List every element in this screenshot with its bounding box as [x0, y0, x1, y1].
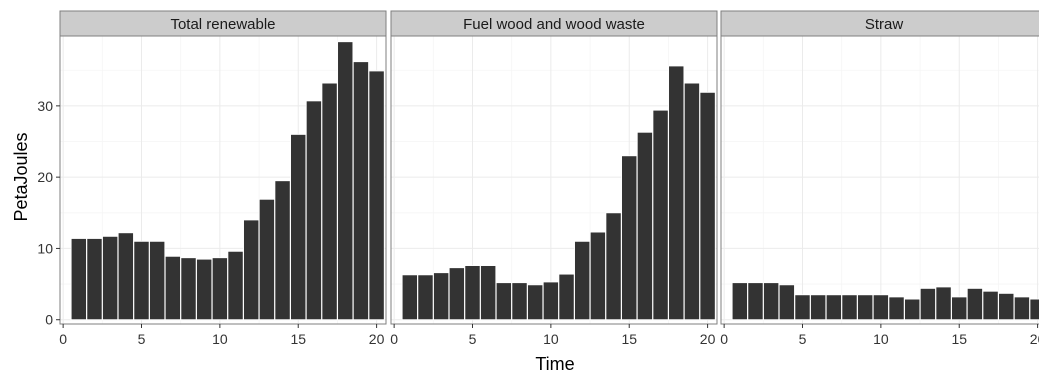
bar — [872, 294, 889, 321]
bar — [763, 282, 780, 321]
bar — [164, 255, 181, 321]
x-tick-label: 15 — [621, 331, 637, 347]
x-tick-label: 10 — [543, 331, 559, 347]
bar — [337, 41, 354, 321]
bar — [919, 287, 937, 321]
bar — [86, 238, 103, 321]
x-tick-label: 0 — [390, 331, 398, 347]
bar — [180, 257, 197, 321]
bar — [1013, 296, 1031, 321]
x-tick-label: 15 — [290, 331, 306, 347]
bar — [321, 82, 338, 321]
panel-2: Fuel wood and wood waste 0 5 10 15 20 — [390, 10, 718, 347]
x-axis-title: Time — [535, 354, 574, 374]
y-tick-label: 30 — [37, 98, 53, 114]
bar — [305, 100, 323, 321]
panel-title: Total renewable — [170, 16, 275, 33]
panel-1: Total renewable 0 5 10 15 20 0 10 20 30 — [37, 10, 387, 347]
bar — [196, 258, 213, 321]
y-tick-label: 0 — [45, 312, 53, 328]
bar — [605, 212, 622, 321]
bar — [149, 240, 166, 321]
bar — [621, 155, 638, 321]
bar — [495, 282, 512, 321]
bar — [368, 70, 385, 321]
bar — [401, 274, 418, 321]
bar — [982, 290, 999, 321]
bar — [1029, 298, 1039, 321]
bar — [998, 292, 1015, 321]
bar — [117, 232, 134, 321]
bar — [935, 286, 952, 321]
bar — [668, 65, 685, 321]
bar — [731, 282, 748, 321]
bar — [542, 281, 559, 321]
x-tick-label: 20 — [369, 331, 385, 347]
x-tick-label: 5 — [138, 331, 146, 347]
bar — [464, 265, 481, 321]
bar — [683, 82, 701, 321]
bar — [417, 274, 434, 321]
x-tick-label: 10 — [873, 331, 889, 347]
bar — [888, 296, 905, 321]
bar — [102, 235, 119, 321]
bar — [794, 294, 811, 321]
bar — [274, 180, 291, 321]
x-tick-label: 20 — [1030, 331, 1039, 347]
bar — [966, 287, 984, 321]
bar — [448, 267, 465, 321]
bar — [699, 91, 716, 321]
bar — [747, 282, 764, 321]
y-axis-title: PetaJoules — [11, 132, 31, 221]
bar — [825, 294, 842, 321]
x-tick-label: 15 — [951, 331, 967, 347]
bar — [778, 284, 795, 321]
x-tick-label: 5 — [799, 331, 807, 347]
panel-3: Straw 0 5 10 15 20 — [720, 10, 1039, 347]
bar — [636, 131, 654, 321]
bar — [243, 219, 260, 321]
panel-title: Straw — [865, 16, 904, 33]
x-tick-label: 10 — [212, 331, 228, 347]
bar — [133, 240, 150, 321]
bar — [558, 273, 575, 321]
bar — [574, 240, 591, 321]
x-tick-label: 20 — [700, 331, 716, 347]
panel-border — [720, 35, 1039, 325]
bar — [511, 282, 528, 321]
bar — [527, 284, 544, 321]
bar — [904, 298, 921, 321]
bar — [352, 61, 370, 321]
bar — [810, 294, 827, 321]
panel-background — [721, 36, 1039, 324]
panel-title: Fuel wood and wood waste — [463, 16, 645, 33]
bar — [841, 294, 858, 321]
bar — [290, 133, 307, 321]
bar — [258, 198, 276, 321]
x-tick-label: 0 — [720, 331, 728, 347]
bar — [70, 238, 87, 321]
bar — [951, 296, 968, 321]
panel-border — [59, 35, 387, 325]
y-tick-label: 10 — [37, 240, 53, 256]
x-tick-label: 0 — [59, 331, 67, 347]
panel-strip — [720, 10, 1039, 37]
bar — [227, 250, 244, 321]
y-tick-label: 20 — [37, 169, 53, 185]
bar — [211, 257, 228, 321]
x-tick-label: 5 — [469, 331, 477, 347]
panel-border — [390, 35, 718, 325]
bar — [480, 265, 497, 321]
bar — [857, 294, 874, 321]
bar — [589, 231, 607, 321]
panel-strip — [59, 10, 387, 37]
bar — [433, 272, 450, 321]
bar — [652, 109, 669, 321]
